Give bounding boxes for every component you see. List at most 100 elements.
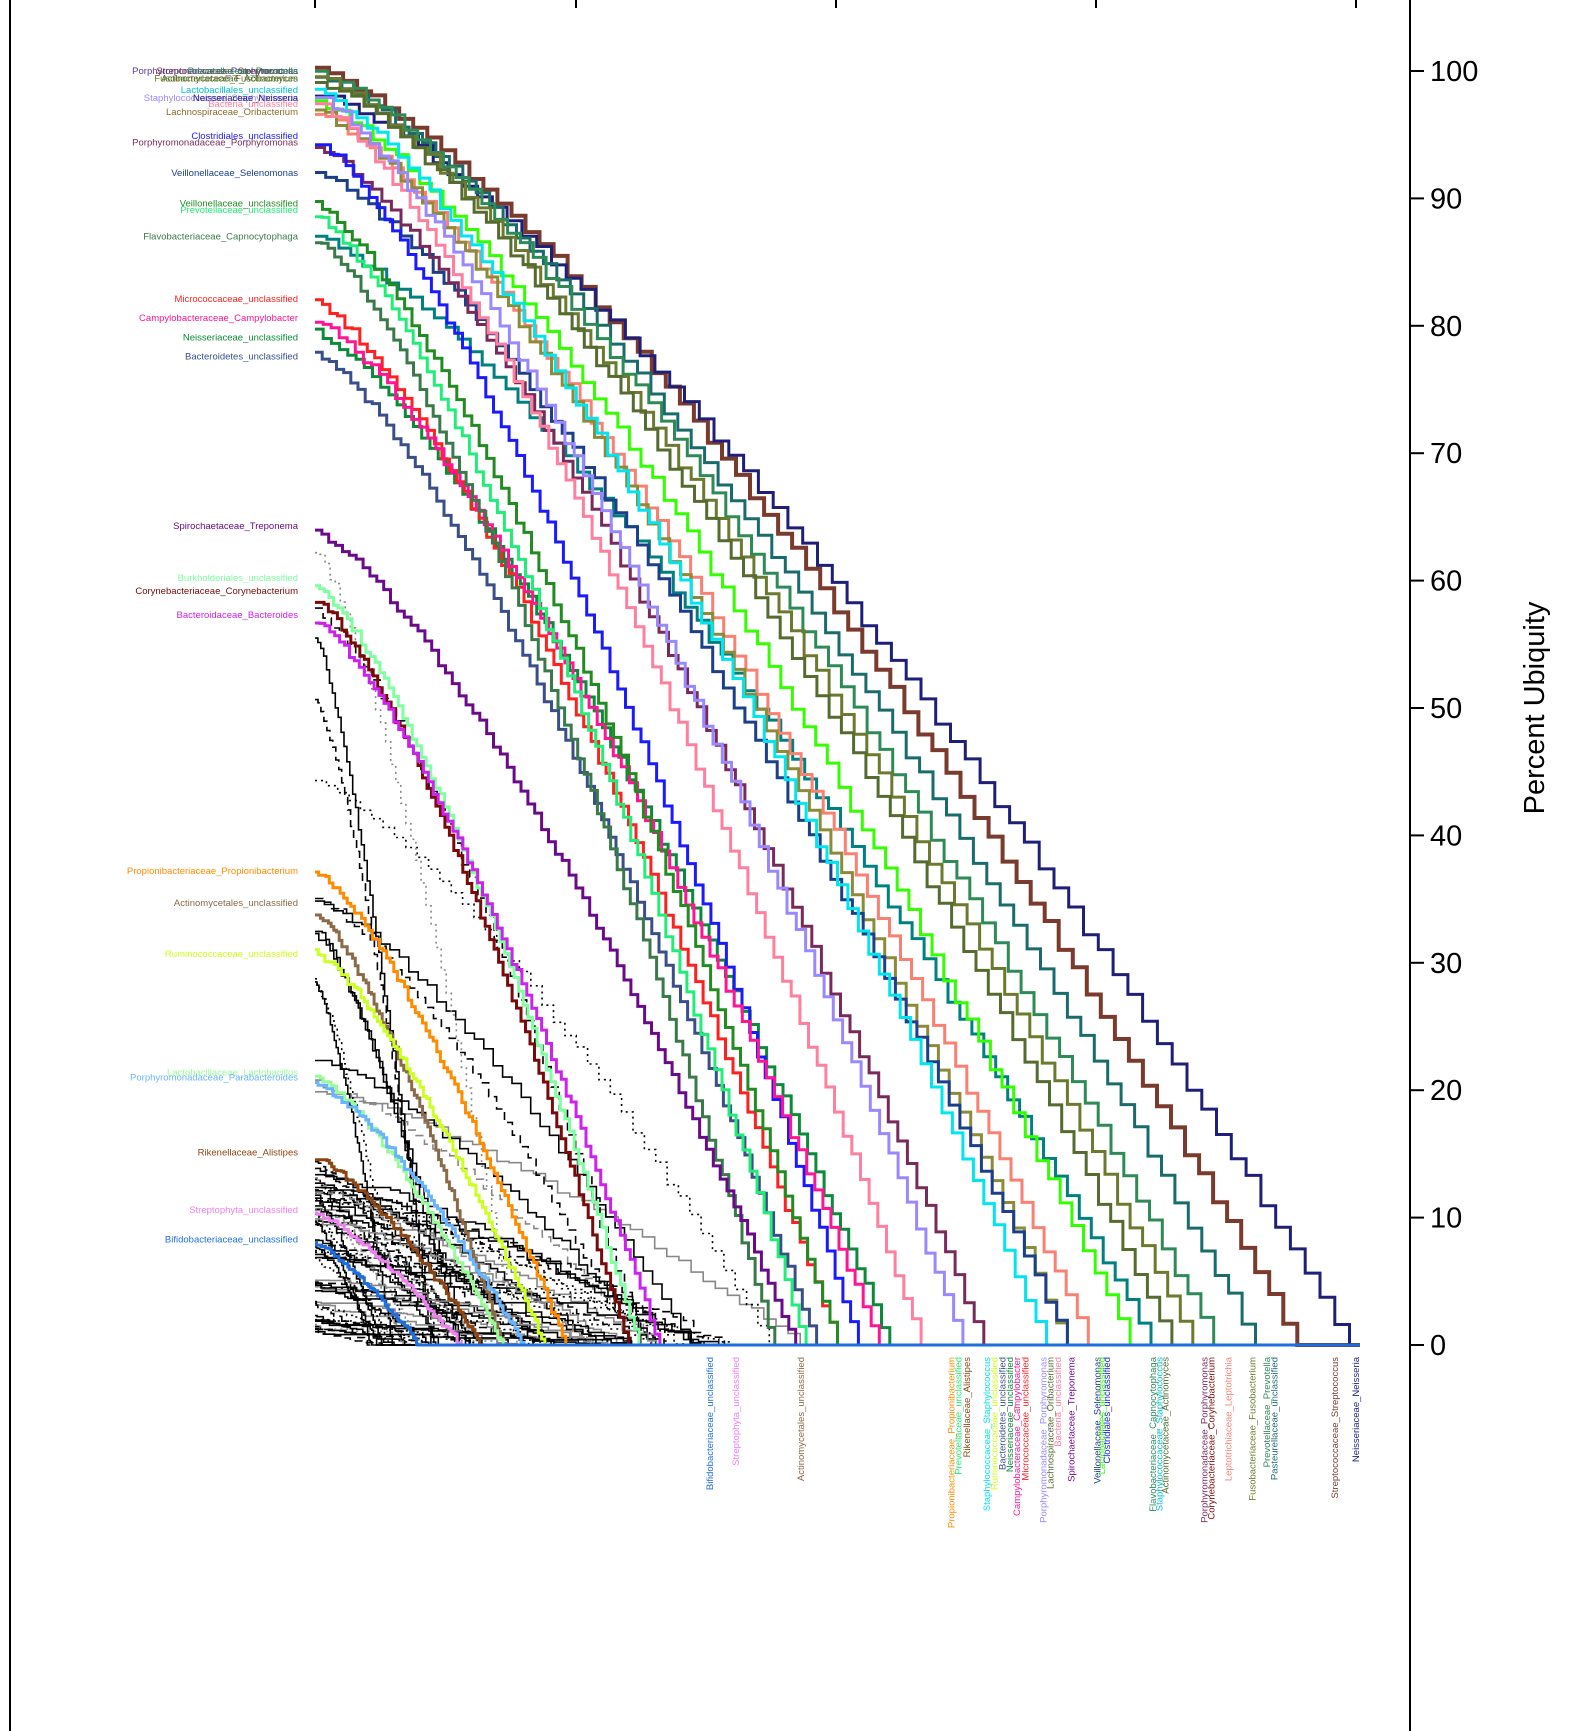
series-line xyxy=(315,146,1360,1347)
bottom-series-label: Neisseriaceae_unclassified xyxy=(1005,1357,1016,1472)
left-series-label: Bacteroidetes_unclassified xyxy=(185,351,298,362)
series-line xyxy=(315,65,1360,1347)
background-series-line xyxy=(315,1304,1360,1346)
left-series-label: Streptophyta_unclassified xyxy=(189,1205,298,1216)
bottom-series-label: Lachnospiraceae_Oribacterium xyxy=(1046,1357,1057,1489)
y-axis: 0 10 20 30 40 50 60 70 80 90 100 xyxy=(1410,56,1478,1362)
series-line xyxy=(315,112,1360,1347)
background-series-line xyxy=(315,1182,1360,1346)
series-line xyxy=(315,87,1360,1347)
series-line xyxy=(315,1074,1360,1347)
background-series-line xyxy=(315,1178,1360,1346)
bottom-series-label: Corynebacteriaceae_Corynebacterium xyxy=(1207,1357,1218,1520)
left-series-label: Burkholderiales_unclassified xyxy=(178,573,298,584)
left-series-label: Actinomycetales_unclassified xyxy=(174,898,298,909)
bottom-series-label: Propionibacteriaceae_Propionibacterium xyxy=(946,1357,957,1528)
series-line xyxy=(315,102,1360,1347)
bottom-series-label: Staphylococcaceae_Staphylococcus xyxy=(1154,1357,1165,1511)
series-line xyxy=(315,96,1360,1347)
background-series-line xyxy=(315,1194,1360,1346)
background-series-line xyxy=(315,1221,1360,1346)
background-series-line xyxy=(315,1256,1360,1346)
y-tick-label: 80 xyxy=(1430,311,1462,343)
left-series-label: Ruminococcaceae_unclassified xyxy=(165,949,298,960)
left-series-label: Bacteria_unclassified xyxy=(208,99,298,110)
y-tick-label: 40 xyxy=(1430,820,1462,852)
bottom-series-label: Porphyromonadaceae_Porphyromonas xyxy=(1038,1357,1049,1523)
background-series-line xyxy=(315,1314,1360,1346)
series-line xyxy=(315,75,1360,1347)
y-tick-label: 0 xyxy=(1430,1330,1446,1362)
left-series-label: Bifidobacteriaceae_unclassified xyxy=(165,1234,298,1245)
series-line xyxy=(315,1211,1360,1347)
bottom-series-label: Actinomycetales_unclassified xyxy=(796,1357,807,1481)
bottom-series-label: Veillonellaceae_Selenomonas xyxy=(1093,1357,1104,1484)
series-lines xyxy=(315,65,1360,1347)
series-line xyxy=(315,870,1360,1347)
background-series-line xyxy=(315,1300,1360,1346)
background-series-line xyxy=(315,1253,1360,1346)
bottom-series-label: Porphyromonadaceae_Porphyromonas xyxy=(1199,1357,1210,1523)
background-series-line xyxy=(315,1189,1360,1346)
background-series-line xyxy=(315,1207,1360,1346)
left-series-label: Porphyromonadaceae_Porphyromonas xyxy=(132,137,298,148)
left-series-label: Lactobacillales_unclassified xyxy=(181,85,298,96)
background-series-line xyxy=(315,1209,1360,1346)
background-series-line xyxy=(315,1320,1360,1346)
background-series-line xyxy=(315,1208,1360,1346)
left-series-label: Staphylococcaceae_Staphylococcus xyxy=(144,93,298,104)
bottom-series-label: Bacteroidetes_unclassified xyxy=(998,1357,1009,1470)
left-series-label: Campylobacteraceae_Campylobacter xyxy=(139,313,298,324)
left-series-label: Propionibacteriaceae_Propionibacterium xyxy=(127,866,298,877)
series-line xyxy=(315,621,1360,1347)
left-series-label: Micrococcaceae_unclassified xyxy=(174,294,298,305)
background-series-line xyxy=(315,1192,1360,1346)
left-series-label: Porphyromonadaceae_Parabacteroides xyxy=(130,1072,298,1083)
y-tick-label: 10 xyxy=(1430,1203,1462,1235)
series-line xyxy=(315,298,1360,1347)
left-series-label: Lachnospiraceae_Oribacterium xyxy=(166,107,298,118)
left-series-label: Prevotellaceae_unclassified xyxy=(180,205,298,216)
bottom-series-labels: Bifidobacteriaceae_unclassified Streptoph… xyxy=(705,1356,1362,1528)
y-tick-label: 90 xyxy=(1430,183,1462,215)
background-series-line xyxy=(315,779,1360,1346)
left-series-label: Veillonellaceae_unclassified xyxy=(180,198,298,209)
bottom-series-label: Micrococcaceae_unclassified xyxy=(1021,1357,1032,1481)
bottom-series-label: Prevotellaceae_Prevotella xyxy=(1262,1356,1273,1467)
bottom-series-label: Spirochaetaceae_Treponema xyxy=(1067,1356,1078,1482)
background-series-line xyxy=(315,1191,1360,1346)
left-series-label: Neisseriaceae_unclassified xyxy=(183,332,298,343)
left-series-label: Bacteroidaceae_Bacteroides xyxy=(177,610,299,621)
series-line xyxy=(315,75,1360,1347)
y-tick-label: 60 xyxy=(1430,566,1462,598)
bottom-series-label: Bifidobacteriaceae_unclassified xyxy=(705,1357,716,1490)
y-tick-label: 50 xyxy=(1430,693,1462,725)
left-series-label: Fusobacteriaceae_Fusobacterium xyxy=(154,74,298,85)
left-series-label: Actinomycetaceae_Actinomyces xyxy=(161,74,298,85)
left-series-label: Prevotellaceae_Prevotella xyxy=(188,66,299,77)
bottom-series-label: Streptophyta_unclassified xyxy=(731,1357,742,1466)
background-series-line xyxy=(315,698,1360,1346)
bottom-series-label: Rikenellaceae_Alistipes xyxy=(962,1357,973,1458)
background-series-line xyxy=(315,897,1360,1346)
left-series-label: Neisseriaceae_Neisseria xyxy=(193,93,299,104)
left-series-label: Porphyromonadaceae_Porphyromonas xyxy=(132,66,298,77)
left-series-label: Veillonellaceae_Selenomonas xyxy=(171,168,298,179)
y-tick-label: 20 xyxy=(1430,1075,1462,1107)
series-line xyxy=(315,600,1360,1347)
series-line xyxy=(315,215,1360,1347)
series-line xyxy=(315,948,1360,1347)
bottom-series-label: Staphylococcaceae_Staphylococcus xyxy=(982,1357,993,1511)
bottom-series-label: Bacteria_unclassified xyxy=(1053,1357,1064,1447)
series-line xyxy=(315,1081,1360,1347)
left-series-label: Spirochaetaceae_Treponema xyxy=(173,521,299,532)
y-tick-label: 30 xyxy=(1430,948,1462,980)
series-line xyxy=(315,241,1360,1347)
series-line xyxy=(315,1241,1360,1347)
bottom-series-label: Ruminococcaceae_unclassified xyxy=(989,1357,1000,1490)
bottom-series-label: Leptotrichiaceae_Leptotrichia xyxy=(1223,1356,1234,1481)
bottom-series-label: Lactobacillales_unclassified xyxy=(1097,1357,1108,1474)
y-axis-title: Percent Ubiquity xyxy=(1519,601,1551,814)
